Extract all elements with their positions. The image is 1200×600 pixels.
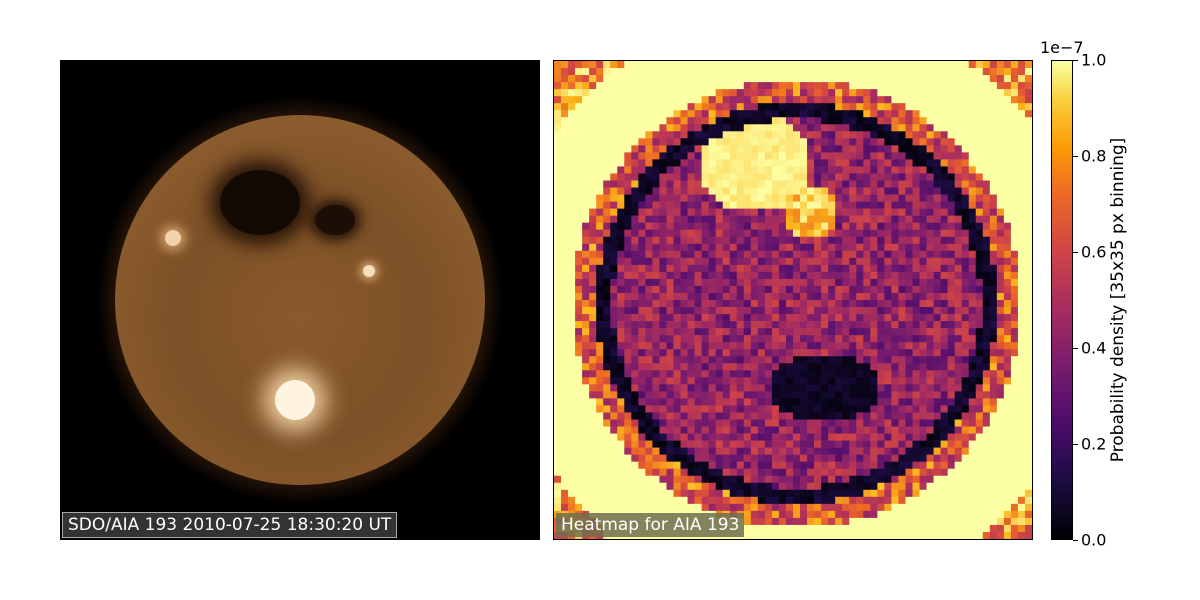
heatmap-plot: [554, 61, 1032, 539]
active-region: [165, 230, 181, 246]
solar-disk: [115, 115, 485, 485]
colorbar-tick: [1073, 155, 1078, 157]
coronal-hole: [220, 170, 300, 235]
heatmap-panel: Heatmap for AIA 193: [553, 60, 1033, 540]
colorbar-tick: [1073, 443, 1078, 445]
heatmap-cells: [554, 61, 1032, 539]
colorbar-tick-label: 0.6: [1081, 242, 1107, 262]
active-region: [363, 265, 375, 277]
colorbar-tick: [1073, 251, 1078, 253]
colorbar-tick-label: 0.0: [1081, 530, 1107, 550]
colorbar-tick: [1073, 59, 1078, 61]
colorbar-tick-label: 0.2: [1081, 434, 1107, 454]
colorbar-tick-label: 0.4: [1081, 338, 1107, 358]
colorbar-tick-label: 1.0: [1081, 50, 1107, 70]
colorbar-tick: [1073, 347, 1078, 349]
colorbar: [1051, 60, 1073, 540]
heatmap-caption: Heatmap for AIA 193: [556, 513, 745, 537]
image-caption: SDO/AIA 193 2010-07-25 18:30:20 UT: [62, 512, 398, 538]
coronal-hole: [315, 205, 355, 235]
colorbar-tick: [1073, 539, 1078, 541]
active-region: [275, 380, 315, 420]
solar-image-panel: SDO/AIA 193 2010-07-25 18:30:20 UT: [60, 60, 540, 540]
colorbar-label: Probability density [35x35 px binning]: [1108, 137, 1128, 463]
colorbar-tick-label: 0.8: [1081, 146, 1107, 166]
colorbar-exponent: 1e−7: [1040, 38, 1084, 57]
